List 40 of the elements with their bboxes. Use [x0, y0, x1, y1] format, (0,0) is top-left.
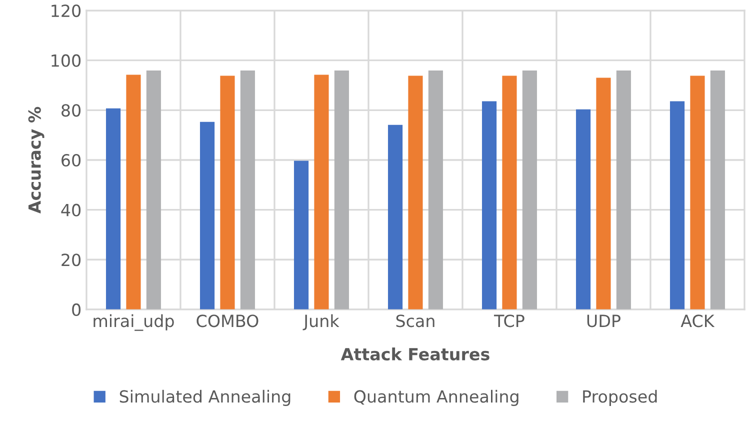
bar	[106, 108, 121, 310]
bar	[408, 76, 423, 310]
legend-label: Simulated Annealing	[120, 390, 290, 406]
bar	[576, 109, 591, 310]
y-axis-title: Accuracy %	[28, 106, 44, 214]
x-tick-label: COMBO	[196, 314, 258, 328]
bar	[314, 74, 329, 310]
bar	[294, 160, 309, 310]
y-tick-label: 0	[72, 303, 81, 316]
y-tick-label: 20	[62, 254, 81, 266]
x-tick-label: ACK	[680, 314, 715, 328]
x-tick-label: UDP	[587, 314, 620, 328]
x-tick-label: Junk	[302, 314, 340, 330]
y-tick-label: 120	[52, 4, 81, 18]
bar	[616, 70, 631, 310]
bar	[146, 70, 161, 310]
bar	[710, 70, 725, 310]
x-tick-label: mirai_udp	[94, 314, 174, 331]
y-tick-label: 60	[62, 154, 81, 167]
bar	[240, 70, 255, 310]
bar	[670, 101, 685, 310]
bar	[428, 70, 443, 310]
x-tick-label: Scan	[396, 314, 434, 328]
x-tick-label: TCP	[494, 314, 524, 328]
y-tick-label: 80	[62, 104, 81, 117]
bar	[596, 78, 611, 310]
bar	[220, 76, 235, 310]
x-axis-title: Attack Features	[340, 348, 490, 360]
legend-label: Quantum Annealing	[354, 390, 518, 406]
legend-label: Proposed	[583, 390, 657, 406]
y-tick-label: 40	[61, 204, 81, 216]
bar	[388, 124, 403, 310]
bar	[126, 74, 141, 310]
bar	[522, 70, 537, 310]
bar	[334, 70, 349, 310]
y-tick-label: 100	[52, 54, 81, 67]
bar	[482, 101, 497, 310]
bar	[200, 122, 215, 310]
bar	[690, 76, 705, 310]
bar	[502, 76, 517, 310]
